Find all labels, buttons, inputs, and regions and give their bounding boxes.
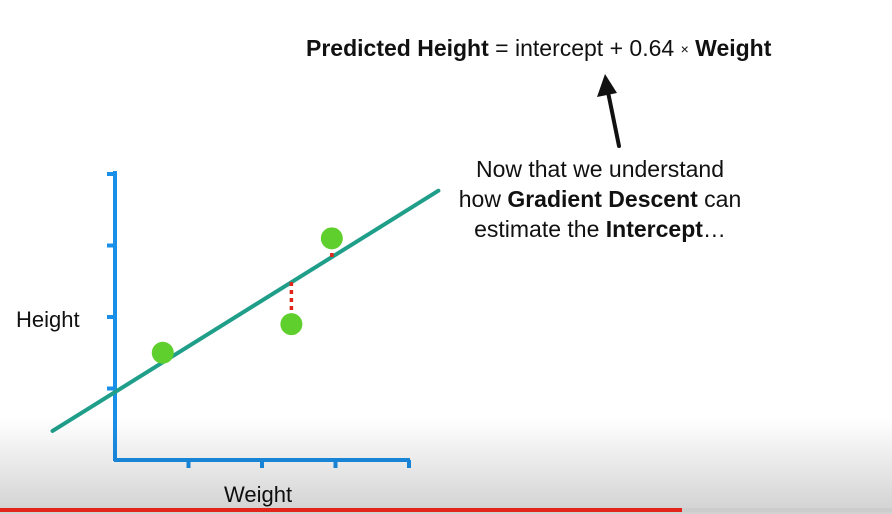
regression-line (50, 188, 441, 433)
equation: Predicted Height = intercept + 0.64 × We… (306, 34, 771, 63)
caption-gradient-descent: Gradient Descent (507, 186, 698, 212)
caption-intercept: Intercept (605, 216, 703, 242)
caption-line-3-post: … (702, 216, 726, 242)
y-axis-label: Height (16, 307, 80, 332)
data-point (320, 227, 343, 250)
caption-line-1: Now that we understand (475, 156, 725, 182)
caption-line-3-pre: estimate the (474, 216, 606, 242)
x-axis-label: Weight (224, 482, 293, 507)
equation-slope: 0.64 (629, 35, 675, 61)
equation-intercept: intercept (514, 35, 604, 61)
equation-times: × (680, 41, 689, 57)
equation-equals: = (495, 35, 509, 61)
equation-plus: + (609, 35, 624, 61)
progress-fill (0, 508, 683, 512)
equation-rhs: Weight (695, 35, 772, 61)
data-point (280, 313, 303, 336)
arrow-shaft (606, 90, 621, 148)
caption-line-2-post: can (697, 186, 742, 212)
arrow-head-icon (597, 74, 617, 97)
equation-lhs: Predicted Height (306, 35, 489, 61)
caption: Now that we understand how Gradient Desc… (432, 154, 768, 244)
caption-line-2: how Gradient Descent can (432, 184, 768, 214)
caption-line-2-pre: how (458, 186, 508, 212)
progress-bar[interactable] (0, 508, 892, 512)
caption-line-3: estimate the Intercept… (432, 214, 768, 244)
data-point (151, 341, 174, 364)
